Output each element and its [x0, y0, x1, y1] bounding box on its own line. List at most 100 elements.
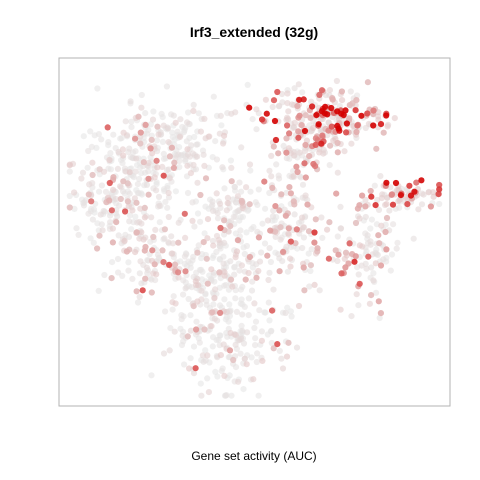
- data-point: [87, 235, 94, 242]
- data-point: [237, 350, 244, 357]
- data-point: [198, 392, 205, 399]
- data-point: [216, 302, 224, 309]
- data-point: [168, 144, 175, 151]
- data-point: [252, 318, 260, 325]
- data-point: [365, 253, 372, 260]
- data-point: [355, 271, 362, 278]
- data-point: [106, 197, 113, 204]
- data-point: [415, 206, 422, 213]
- data-point: [137, 258, 144, 265]
- data-point: [142, 121, 149, 128]
- data-point: [94, 245, 101, 252]
- data-point: [382, 228, 389, 236]
- data-point: [205, 389, 212, 396]
- data-point: [307, 114, 314, 121]
- data-point: [159, 138, 166, 145]
- data-point: [290, 173, 297, 180]
- data-point: [287, 255, 294, 262]
- data-point: [140, 159, 147, 166]
- data-point: [154, 251, 162, 258]
- data-point: [117, 183, 124, 190]
- data-point: [170, 164, 177, 171]
- data-point: [167, 325, 174, 332]
- data-point: [187, 312, 194, 319]
- data-point: [240, 386, 247, 393]
- data-point: [125, 233, 133, 240]
- data-point: [119, 160, 126, 167]
- data-point: [261, 178, 268, 185]
- data-point: [334, 149, 341, 156]
- data-point: [132, 249, 139, 256]
- data-point: [223, 207, 230, 214]
- data-point: [299, 181, 307, 188]
- data-point: [215, 236, 222, 243]
- data-point: [265, 299, 272, 306]
- data-point: [259, 220, 266, 227]
- data-point: [87, 128, 94, 135]
- data-point: [182, 234, 189, 241]
- data-point: [291, 85, 298, 92]
- data-point: [277, 236, 284, 243]
- data-point: [152, 226, 159, 233]
- data-point: [133, 288, 140, 295]
- data-point: [284, 122, 291, 129]
- data-point: [153, 137, 160, 144]
- data-point: [221, 231, 228, 238]
- data-point: [115, 269, 122, 276]
- data-point: [377, 121, 385, 128]
- data-point: [228, 178, 235, 185]
- data-point: [316, 149, 323, 156]
- data-point: [220, 253, 227, 260]
- data-point: [241, 355, 248, 362]
- data-point: [221, 372, 228, 379]
- data-point: [136, 175, 143, 183]
- data-point: [128, 124, 135, 131]
- data-point: [194, 210, 202, 217]
- data-point: [118, 135, 125, 142]
- data-point: [413, 179, 420, 186]
- data-point: [243, 229, 250, 236]
- data-point: [211, 294, 218, 301]
- data-point: [122, 118, 129, 125]
- data-point: [328, 123, 335, 130]
- data-point: [377, 173, 384, 180]
- data-point: [339, 97, 346, 104]
- data-point: [410, 235, 417, 242]
- data-point: [268, 152, 275, 159]
- data-point: [249, 116, 256, 123]
- data-point: [108, 207, 115, 214]
- data-point: [363, 265, 370, 272]
- data-point: [160, 155, 168, 162]
- data-point: [351, 258, 358, 265]
- data-point: [265, 276, 272, 284]
- data-point: [245, 312, 252, 319]
- data-point: [102, 188, 110, 195]
- data-point: [383, 214, 391, 222]
- data-point: [159, 163, 166, 170]
- data-point: [71, 205, 78, 212]
- data-point: [238, 322, 245, 329]
- data-point: [312, 216, 319, 223]
- data-point: [210, 207, 217, 214]
- data-point: [176, 133, 184, 140]
- data-point: [120, 152, 127, 159]
- data-point: [238, 144, 245, 151]
- data-point: [129, 207, 136, 214]
- data-point: [224, 194, 231, 201]
- data-point: [346, 102, 353, 109]
- data-point: [225, 318, 232, 325]
- data-point: [228, 164, 235, 171]
- data-point: [96, 188, 103, 195]
- data-point: [144, 270, 151, 277]
- data-point: [270, 97, 278, 104]
- data-point: [267, 227, 274, 234]
- data-point: [315, 121, 322, 128]
- data-point: [397, 192, 404, 199]
- data-point: [136, 270, 143, 277]
- data-point: [238, 197, 245, 204]
- data-point: [106, 179, 113, 187]
- data-point: [327, 142, 334, 149]
- data-point: [126, 218, 133, 225]
- data-point: [255, 392, 262, 399]
- data-point: [162, 198, 169, 205]
